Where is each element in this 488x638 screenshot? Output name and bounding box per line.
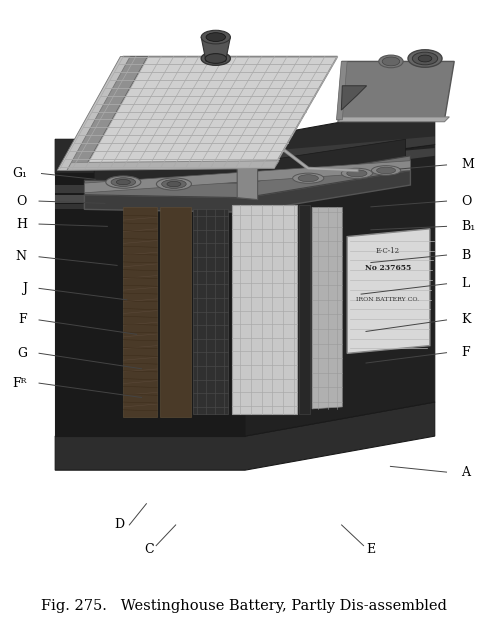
Ellipse shape (341, 168, 372, 179)
Polygon shape (60, 57, 337, 168)
Text: D: D (115, 519, 124, 531)
Polygon shape (341, 85, 366, 110)
Polygon shape (57, 57, 130, 170)
Ellipse shape (167, 181, 181, 187)
Text: Fᴿ: Fᴿ (12, 376, 27, 390)
Ellipse shape (347, 170, 367, 177)
Ellipse shape (111, 178, 136, 186)
Text: G₁: G₁ (12, 167, 27, 180)
Polygon shape (245, 148, 435, 180)
Text: K: K (461, 313, 470, 327)
Ellipse shape (371, 166, 401, 175)
Polygon shape (245, 137, 435, 168)
Ellipse shape (293, 173, 324, 183)
Ellipse shape (162, 180, 186, 188)
Polygon shape (232, 205, 297, 413)
Text: No 237655: No 237655 (365, 263, 411, 272)
Polygon shape (201, 37, 230, 61)
Ellipse shape (418, 55, 432, 62)
Text: F: F (461, 346, 470, 359)
Ellipse shape (116, 179, 130, 185)
Polygon shape (123, 207, 158, 417)
Polygon shape (55, 402, 435, 470)
Ellipse shape (237, 116, 257, 124)
Polygon shape (337, 117, 449, 122)
Text: B₁: B₁ (461, 220, 475, 233)
Text: F: F (18, 313, 27, 327)
Text: E-C-12: E-C-12 (376, 247, 400, 255)
Polygon shape (84, 156, 410, 198)
Text: C: C (144, 543, 154, 556)
Text: N: N (16, 250, 27, 263)
Text: G: G (17, 347, 27, 360)
Polygon shape (60, 161, 279, 170)
Text: O: O (461, 195, 471, 207)
Polygon shape (237, 118, 258, 200)
Ellipse shape (206, 33, 225, 41)
Polygon shape (55, 105, 435, 174)
Ellipse shape (379, 55, 403, 68)
Polygon shape (245, 144, 435, 436)
Polygon shape (94, 139, 406, 207)
Text: A: A (461, 466, 470, 478)
Polygon shape (337, 61, 454, 120)
Ellipse shape (382, 57, 400, 66)
Text: B: B (461, 249, 470, 262)
Polygon shape (55, 174, 245, 436)
Polygon shape (55, 185, 245, 193)
Polygon shape (55, 204, 245, 209)
Polygon shape (336, 61, 347, 120)
Polygon shape (84, 161, 410, 193)
Ellipse shape (298, 175, 318, 182)
Ellipse shape (377, 167, 396, 174)
Polygon shape (55, 195, 245, 202)
Polygon shape (160, 207, 191, 417)
Ellipse shape (201, 52, 230, 65)
Ellipse shape (412, 52, 438, 65)
Text: J: J (22, 282, 27, 295)
Text: E: E (366, 543, 375, 556)
Ellipse shape (233, 114, 261, 126)
Polygon shape (312, 207, 342, 409)
Polygon shape (347, 229, 430, 353)
Polygon shape (193, 209, 228, 413)
Text: IRON BATTERY CO.: IRON BATTERY CO. (356, 297, 420, 302)
Ellipse shape (205, 54, 226, 63)
Text: H: H (16, 218, 27, 230)
Ellipse shape (408, 50, 442, 67)
Ellipse shape (201, 30, 230, 44)
Text: L: L (461, 278, 469, 290)
Polygon shape (60, 57, 148, 168)
Ellipse shape (157, 178, 191, 190)
Text: O: O (17, 195, 27, 207)
Polygon shape (299, 205, 310, 413)
Text: M: M (461, 158, 474, 172)
Polygon shape (84, 170, 410, 212)
Text: Fig. 275.   Westinghouse Battery, Partly Dis-assembled: Fig. 275. Westinghouse Battery, Partly D… (41, 600, 447, 613)
Ellipse shape (106, 176, 141, 188)
